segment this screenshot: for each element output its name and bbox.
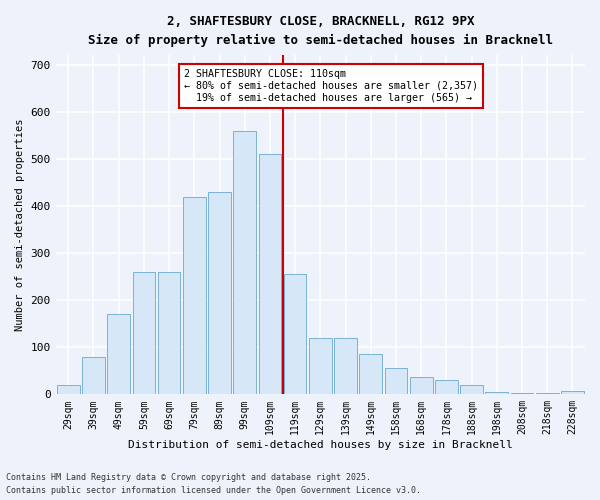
Bar	[57, 385, 80, 394]
Y-axis label: Number of semi-detached properties: Number of semi-detached properties	[15, 118, 25, 331]
Bar	[561, 390, 584, 394]
Bar	[107, 314, 130, 394]
Bar	[183, 196, 206, 394]
Bar	[158, 272, 181, 394]
Bar	[511, 393, 533, 394]
Bar	[133, 272, 155, 394]
Bar	[208, 192, 231, 394]
Bar	[460, 385, 483, 394]
Text: Contains HM Land Registry data © Crown copyright and database right 2025.
Contai: Contains HM Land Registry data © Crown c…	[6, 474, 421, 495]
Bar	[82, 356, 105, 395]
Bar	[410, 377, 433, 394]
X-axis label: Distribution of semi-detached houses by size in Bracknell: Distribution of semi-detached houses by …	[128, 440, 513, 450]
Bar	[284, 274, 307, 394]
Bar	[359, 354, 382, 395]
Bar	[435, 380, 458, 394]
Bar	[309, 338, 332, 394]
Bar	[385, 368, 407, 394]
Title: 2, SHAFTESBURY CLOSE, BRACKNELL, RG12 9PX
Size of property relative to semi-deta: 2, SHAFTESBURY CLOSE, BRACKNELL, RG12 9P…	[88, 15, 553, 47]
Bar	[233, 130, 256, 394]
Bar	[334, 338, 357, 394]
Bar	[259, 154, 281, 394]
Text: 2 SHAFTESBURY CLOSE: 110sqm
← 80% of semi-detached houses are smaller (2,357)
  : 2 SHAFTESBURY CLOSE: 110sqm ← 80% of sem…	[184, 70, 478, 102]
Bar	[485, 392, 508, 394]
